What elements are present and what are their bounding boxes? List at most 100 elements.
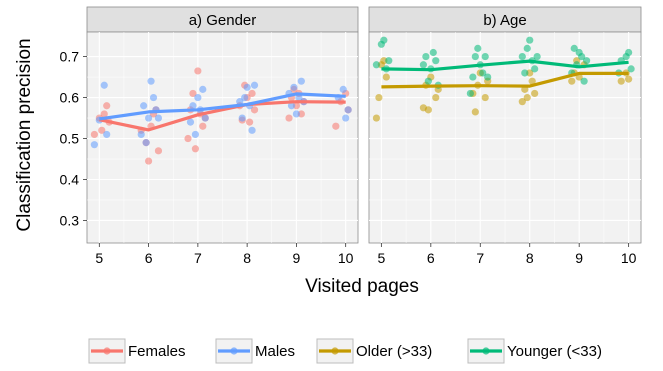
- younger-33-point: [472, 53, 479, 60]
- younger-33-point: [385, 57, 392, 64]
- males-point: [340, 86, 347, 93]
- younger-33-point: [430, 49, 437, 56]
- younger-33-point: [380, 37, 387, 44]
- panel-1-x-tick-label: 9: [293, 250, 301, 266]
- older-33-point: [373, 114, 380, 121]
- females-point: [103, 102, 110, 109]
- legend-younger-33: Younger (<33): [468, 339, 602, 363]
- males-point: [145, 114, 152, 121]
- younger-33-point: [373, 61, 380, 68]
- legend-females-key-point: [103, 347, 110, 354]
- older-33-point: [531, 90, 538, 97]
- legend-younger-33-label: Younger (<33): [507, 343, 602, 360]
- panel-2-x-tick-label: 8: [526, 250, 534, 266]
- panel-1-x-tick-label: 7: [194, 250, 202, 266]
- younger-33-point: [469, 73, 476, 80]
- males-point: [103, 131, 110, 138]
- females-point: [248, 90, 255, 97]
- y-tick-label: 0.7: [60, 49, 80, 65]
- legend-females-label: Females: [128, 343, 186, 360]
- older-33-point: [524, 94, 531, 101]
- panel-1-title: a) Gender: [189, 12, 257, 29]
- males-point: [298, 78, 305, 85]
- males-point: [241, 94, 248, 101]
- legend-males: Males: [216, 339, 295, 363]
- younger-33-point: [474, 45, 481, 52]
- panel-2-x-tick-label: 9: [575, 250, 583, 266]
- legend: Females Males Older (>33) Younger (<33): [89, 339, 602, 363]
- males-point: [187, 119, 194, 126]
- legend-younger-33-key-point: [482, 347, 489, 354]
- panel-2-x-tick-label: 10: [621, 250, 637, 266]
- males-point: [248, 127, 255, 134]
- males-point: [244, 84, 251, 91]
- y-tick-label: 0.4: [60, 171, 80, 187]
- males-point: [293, 110, 300, 117]
- legend-older-33-label: Older (>33): [356, 343, 432, 360]
- older-33-point: [432, 94, 439, 101]
- older-33-point: [568, 78, 575, 85]
- older-33-point: [425, 106, 432, 113]
- females-point: [155, 147, 162, 154]
- older-33-point: [383, 73, 390, 80]
- y-tick-label: 0.6: [60, 90, 80, 106]
- older-33-point: [482, 94, 489, 101]
- males-point: [202, 114, 209, 121]
- younger-33-point: [534, 53, 541, 60]
- males-point: [138, 131, 145, 138]
- younger-33-point: [484, 73, 491, 80]
- older-33-point: [618, 78, 625, 85]
- y-tick-label: 0.3: [60, 212, 80, 228]
- y-axis-title: Classification precision: [14, 38, 35, 231]
- females-point: [91, 131, 98, 138]
- younger-33-point: [628, 65, 635, 72]
- younger-33-point: [625, 49, 632, 56]
- younger-33-point: [581, 78, 588, 85]
- legend-males-label: Males: [255, 343, 295, 360]
- younger-33-point: [524, 45, 531, 52]
- older-33-point: [375, 94, 382, 101]
- younger-33-point: [422, 53, 429, 60]
- males-point: [251, 82, 258, 89]
- younger-33-point: [425, 78, 432, 85]
- males-point: [194, 94, 201, 101]
- males-point: [150, 94, 157, 101]
- younger-33-point: [531, 65, 538, 72]
- males-point: [199, 86, 206, 93]
- younger-33-point: [432, 57, 439, 64]
- younger-33-point: [482, 53, 489, 60]
- females-point: [192, 145, 199, 152]
- males-point: [345, 106, 352, 113]
- older-33-point: [472, 108, 479, 115]
- panel-1-x-tick-label: 6: [145, 250, 153, 266]
- younger-33-point: [467, 90, 474, 97]
- panel-1-x-tick-label: 10: [338, 250, 354, 266]
- younger-33-point: [583, 57, 590, 64]
- females-point: [246, 119, 253, 126]
- y-tick-label: 0.5: [60, 131, 80, 147]
- panel-2-title: b) Age: [483, 12, 526, 29]
- younger-33-point: [519, 53, 526, 60]
- younger-33-point: [521, 69, 528, 76]
- younger-33-point: [526, 37, 533, 44]
- females-point: [285, 114, 292, 121]
- males-point: [239, 114, 246, 121]
- panel-1-x-tick-label: 8: [243, 250, 251, 266]
- females-point: [199, 123, 206, 130]
- legend-females: Females: [89, 339, 186, 363]
- females-point: [184, 135, 191, 142]
- panel-1-x-tick-label: 5: [95, 250, 103, 266]
- legend-older-33: Older (>33): [317, 339, 432, 363]
- males-point: [189, 102, 196, 109]
- males-point: [91, 141, 98, 148]
- males-point: [192, 131, 199, 138]
- panel-2-x-tick-label: 7: [476, 250, 484, 266]
- females-point: [194, 67, 201, 74]
- younger-33-point: [420, 61, 427, 68]
- females-point: [145, 157, 152, 164]
- females-point: [332, 123, 339, 130]
- males-point: [143, 139, 150, 146]
- legend-males-key-point: [230, 347, 237, 354]
- legend-older-33-key-point: [331, 347, 338, 354]
